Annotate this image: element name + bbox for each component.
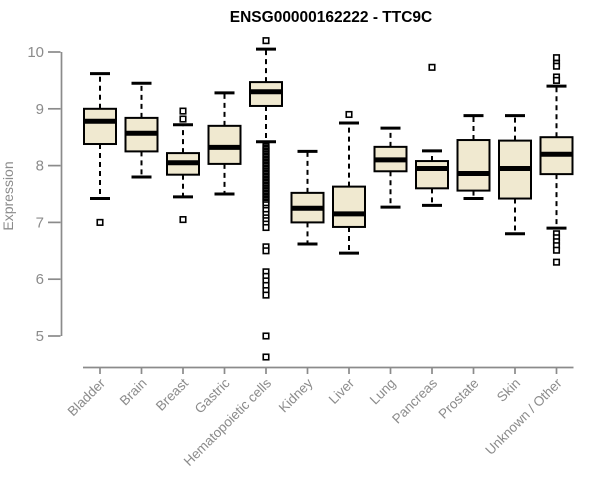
box-group-kidney [290,149,325,246]
outlier-point [262,247,270,255]
outlier-point [262,223,270,232]
outlier-point [262,37,270,45]
box-group-hematopoietic-cells [249,37,283,361]
y-tick-label: 9 [36,101,44,118]
box-group-breast [166,107,200,224]
outlier-point [262,353,270,361]
outlier-point [179,115,187,123]
box-group-bladder [83,72,117,226]
outlier-point [345,110,353,119]
outlier-point [179,216,187,224]
iqr-box [415,160,449,190]
box-group-lung [373,126,408,209]
box-group-liver [332,110,366,255]
box-group-skin [498,114,532,236]
x-tick-label: Skin [494,376,523,405]
outlier-point [96,218,104,226]
y-axis-label: Expression [0,161,16,230]
y-tick-label: 5 [36,328,44,345]
y-tick-label: 6 [36,271,44,288]
iqr-box [83,107,117,146]
x-tick-label: Unknown / Other [482,375,565,458]
box-group-brain [124,81,159,179]
y-tick-label: 8 [36,158,44,175]
outlier-point [428,63,436,71]
x-tick-label: Liver [326,375,358,407]
iqr-box [456,139,491,192]
x-tick-label: Brain [117,376,150,409]
x-tick-label: Breast [153,375,191,413]
outlier-point [179,107,187,115]
iqr-box [332,185,366,228]
y-tick-label: 7 [36,214,44,231]
outlier-point [552,76,561,84]
box-group-unknown-other [539,54,574,266]
x-tick-label: Kidney [276,375,316,415]
chart-title: ENSG00000162222 - TTC9C [230,9,432,26]
x-tick-label: Prostate [435,376,481,422]
outlier-point [552,54,561,62]
box-group-pancreas [415,63,449,207]
iqr-box [207,124,242,165]
outlier-point [552,62,561,70]
x-tick-label: Lung [367,376,399,408]
outlier-point [262,332,270,340]
box-group-prostate [456,114,491,201]
x-tick-label: Gastric [192,375,233,416]
x-tick-label: Pancreas [389,375,440,426]
outlier-point [262,291,270,299]
y-tick-label: 10 [27,44,44,61]
box-group-gastric [207,91,242,196]
outlier-point [552,246,561,254]
outlier-point [552,258,561,266]
x-tick-label: Bladder [65,375,109,419]
